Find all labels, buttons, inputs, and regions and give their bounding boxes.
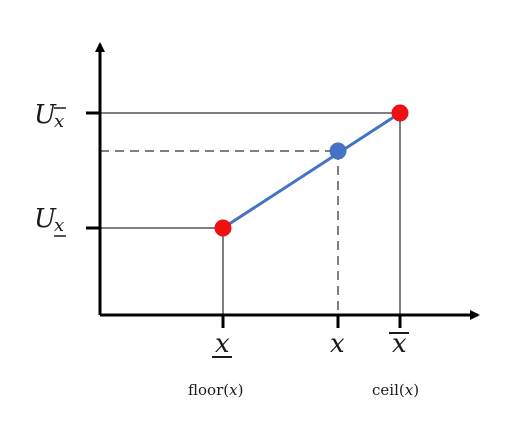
ceil-x-label: x [392,329,407,359]
lower-value-subscript: x [54,215,64,236]
ceil-endpoint [391,104,409,122]
ceil-function-label: ceil(x) [372,381,419,399]
lower-value-label: U [34,204,57,234]
interpolated-point [329,142,347,160]
floor-function-label: floor(x) [188,381,243,399]
upper-value-label: U [34,100,57,130]
floor-endpoint [214,219,232,237]
upper-value-subscript: x [54,111,64,132]
floor-x-label: x [215,329,230,359]
x-label: x [330,329,345,359]
interpolation-segment [222,111,401,230]
